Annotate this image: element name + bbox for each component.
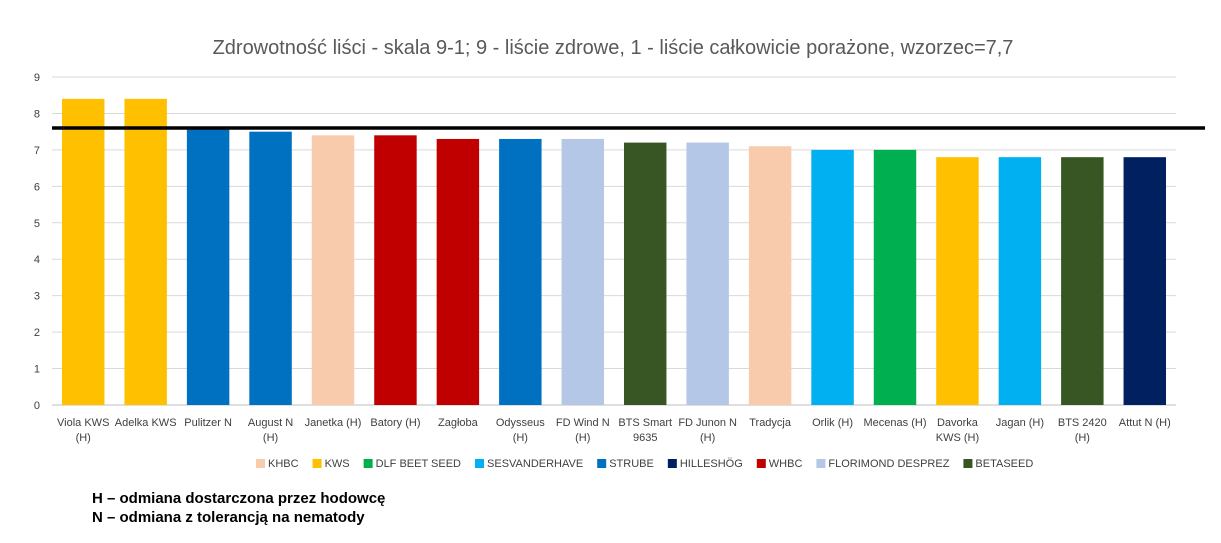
y-tick-label: 3 (34, 291, 40, 303)
bar (186, 128, 230, 405)
bar (1061, 157, 1104, 405)
x-tick-label: Orlik (H) (812, 417, 853, 429)
x-tick-label: Zagłoba (438, 417, 479, 429)
legend-label: HILLESHÖG (680, 458, 743, 470)
bars (61, 98, 1167, 406)
x-tick-label: Pulitzer N (184, 417, 232, 429)
bar (249, 131, 292, 405)
y-tick-label: 9 (34, 72, 40, 84)
x-tick-label: Jagan (H) (996, 417, 1044, 429)
bar (561, 138, 605, 405)
y-tick-label: 2 (34, 327, 40, 339)
y-tick-label: 6 (34, 181, 40, 193)
bar (623, 142, 667, 405)
x-axis: Viola KWS (H) Adelka KWS Pulitzer N August N… (57, 417, 1171, 444)
bar (748, 146, 792, 405)
legend-swatch (256, 459, 265, 468)
y-axis: 0 1 2 3 4 5 6 7 8 9 (34, 72, 40, 412)
legend-swatch (667, 459, 677, 468)
x-tick-label: (H) (76, 432, 91, 444)
bar (436, 138, 480, 405)
legend-label: WHBC (769, 458, 803, 470)
legend-label: KWS (325, 458, 350, 470)
x-tick-label: Viola KWS (57, 417, 109, 429)
legend-swatch (756, 459, 766, 468)
y-tick-label: 8 (34, 108, 40, 120)
x-tick-label: Attut N (H) (1119, 417, 1171, 429)
bar (811, 149, 854, 405)
bar (61, 98, 105, 405)
legend-label: BETASEED (975, 458, 1033, 470)
notes: H – odmiana dostarczona przez hodowcę N … (92, 489, 385, 527)
x-tick-label: Odysseus (496, 417, 545, 429)
x-tick-label: FD Wind N (556, 417, 610, 429)
x-tick-label: (H) (513, 432, 528, 444)
x-tick-label: (H) (575, 432, 590, 444)
bar (374, 135, 417, 406)
x-tick-label: 9635 (633, 432, 657, 444)
x-tick-label: BTS Smart (618, 417, 672, 429)
legend-label: SESVANDERHAVE (487, 458, 583, 470)
bar (499, 138, 542, 405)
gridlines (52, 76, 1176, 406)
x-tick-label: BTS 2420 (1058, 417, 1107, 429)
y-tick-label: 7 (34, 145, 40, 157)
x-tick-label: Janetka (H) (305, 417, 362, 429)
x-tick-label: August N (248, 417, 293, 429)
y-tick-label: 1 (34, 364, 40, 376)
legend-swatch (363, 459, 373, 468)
x-tick-label: (H) (700, 432, 715, 444)
x-tick-label: Mecenas (H) (864, 417, 927, 429)
legend-label: STRUBE (609, 458, 654, 470)
y-tick-label: 4 (34, 254, 40, 266)
legend-swatch (816, 459, 826, 468)
bar (936, 157, 979, 405)
chart-title: Zdrowotność liści - skala 9-1; 9 - liści… (213, 37, 1014, 59)
legend-swatch (312, 459, 322, 468)
x-tick-label: Adelka KWS (115, 417, 177, 429)
legend-swatch (963, 459, 973, 468)
legend-label: DLF BEET SEED (376, 458, 461, 470)
bar (873, 149, 917, 405)
legend: KHBC KWS DLF BEET SEED SESVANDERHAVE STRUBE H… (256, 458, 1033, 470)
x-tick-label: KWS (H) (936, 432, 979, 444)
bar (686, 142, 729, 405)
x-tick-label: Batory (H) (370, 417, 420, 429)
y-tick-label: 5 (34, 218, 40, 230)
bar (1123, 157, 1167, 405)
x-tick-label: Tradycja (749, 417, 792, 429)
legend-swatch (597, 459, 607, 468)
legend-label: KHBC (268, 458, 299, 470)
x-tick-label: (H) (263, 432, 278, 444)
legend-label: FLORIMOND DESPREZ (828, 458, 949, 470)
bar (311, 135, 355, 406)
x-tick-label: Davorka (937, 417, 979, 429)
x-tick-label: (H) (1075, 432, 1090, 444)
legend-swatch (475, 459, 485, 468)
note-n: N – odmiana z tolerancją na nematody (92, 509, 365, 526)
bar (998, 157, 1042, 405)
y-tick-label: 0 (34, 400, 40, 412)
note-h: H – odmiana dostarczona przez hodowcę (92, 490, 386, 507)
bar (124, 98, 167, 405)
x-tick-label: FD Junon N (678, 417, 737, 429)
